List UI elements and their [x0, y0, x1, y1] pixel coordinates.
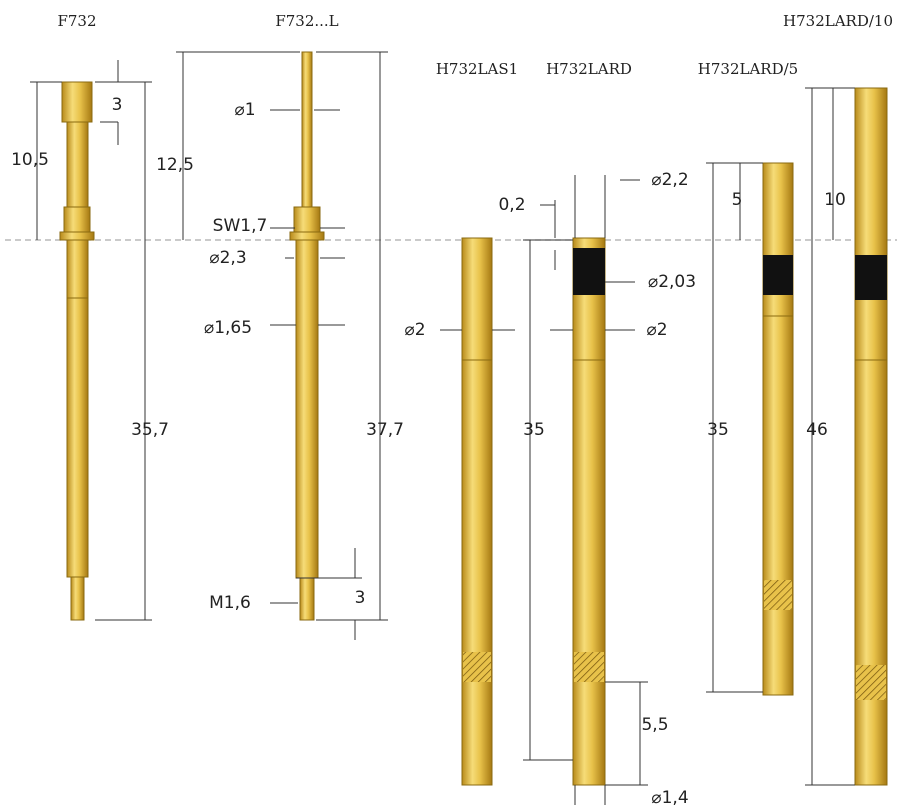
dimension: 35,7 — [131, 420, 169, 440]
dimension: 35 — [523, 420, 545, 440]
dimension: SW1,7 — [213, 216, 268, 236]
dimension: 46 — [806, 420, 828, 440]
pin-f732l — [289, 51, 325, 621]
dimension: 3 — [355, 588, 366, 608]
pin-h732lard — [572, 237, 606, 786]
dimension: ⌀1,4 — [651, 788, 688, 808]
dimension: ⌀2 — [404, 320, 425, 340]
dimension: 3 — [112, 95, 123, 115]
dimension: 0,2 — [498, 195, 525, 215]
pin-h732lard-10 — [854, 87, 888, 786]
product-name: F732...L — [275, 12, 338, 30]
product-name: H732LARD — [546, 60, 632, 78]
dimension: 12,5 — [156, 155, 194, 175]
dimension: 10,5 — [11, 150, 49, 170]
product-name: H732LARD/5 — [698, 60, 798, 78]
dimension: ⌀2,3 — [209, 248, 246, 268]
dimension: 35 — [707, 420, 729, 440]
product-name: H732LAS1 — [436, 60, 518, 78]
product-name: H732LARD/10 — [783, 12, 893, 30]
dimension: ⌀2,03 — [648, 272, 696, 292]
dimension: 5,5 — [641, 715, 668, 735]
dimension: M1,6 — [209, 593, 251, 613]
pin-h732las1 — [461, 237, 493, 786]
pin-h732lard-5 — [762, 162, 794, 696]
labels: F732 3 10,5 35,7 F732...L ⌀1 12,5 SW1,7 … — [11, 12, 893, 808]
dimension: 5 — [732, 190, 743, 210]
dimension: 10 — [824, 190, 846, 210]
dimension: ⌀2,2 — [651, 170, 688, 190]
dimension: 37,7 — [366, 420, 404, 440]
dimension: ⌀1 — [234, 100, 255, 120]
dimension: ⌀1,65 — [204, 318, 252, 338]
dimension-lines — [30, 51, 855, 805]
dimension: ⌀2 — [646, 320, 667, 340]
pin-f732 — [59, 81, 95, 621]
product-name: F732 — [57, 12, 96, 30]
